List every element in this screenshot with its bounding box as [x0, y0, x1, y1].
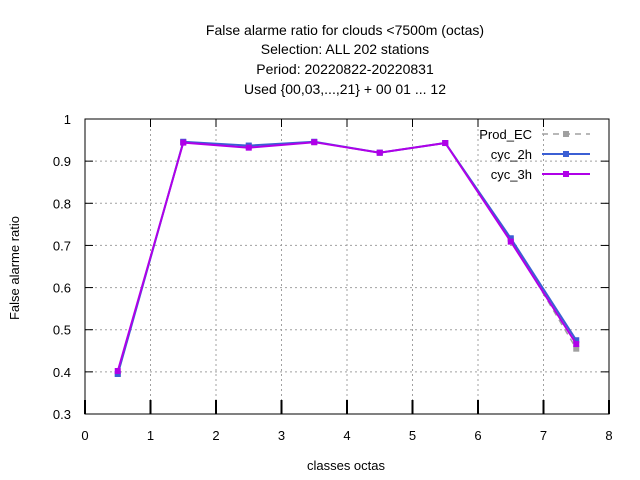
- title-line-2: Selection: ALL 202 stations: [261, 41, 429, 57]
- y-tick-label: 0.9: [53, 154, 71, 169]
- x-tick-label: 4: [343, 428, 350, 443]
- y-tick-label: 0.8: [53, 196, 71, 211]
- chart-title: False alarme ratio for clouds <7500m (oc…: [206, 22, 484, 97]
- series-layer: [114, 138, 580, 377]
- plot-frame: [84, 118, 610, 415]
- legend: Prod_EC cyc_2h cyc_3h: [479, 127, 590, 182]
- x-tick-label: 6: [474, 428, 481, 443]
- x-tick-label: 0: [81, 428, 88, 443]
- x-tick-label: 7: [540, 428, 547, 443]
- x-tick-label: 8: [605, 428, 612, 443]
- x-tick-label: 1: [147, 428, 154, 443]
- y-axis-label: False alarme ratio: [7, 216, 22, 320]
- data-point: [245, 144, 252, 151]
- data-point: [573, 337, 580, 344]
- legend-label: cyc_3h: [491, 167, 532, 182]
- legend-marker: [563, 131, 569, 137]
- series-cyc-3h: [114, 139, 580, 375]
- data-point: [573, 341, 580, 348]
- series-line-cyc-3h: [116, 141, 578, 372]
- data-point: [507, 238, 514, 245]
- data-point: [442, 140, 449, 147]
- x-tick-label: 2: [212, 428, 219, 443]
- legend-marker: [563, 151, 569, 157]
- data-point: [180, 139, 187, 146]
- y-tick-label: 0.7: [53, 238, 71, 253]
- title-line-1: False alarme ratio for clouds <7500m (oc…: [206, 22, 484, 38]
- legend-marker: [563, 171, 569, 177]
- y-tick-label: 0.4: [53, 365, 71, 380]
- data-point: [311, 139, 318, 146]
- data-point: [114, 368, 121, 375]
- title-line-4: Used {00,03,...,21} + 00 01 ... 12: [244, 81, 446, 97]
- data-point: [376, 149, 383, 156]
- data-point: [573, 345, 580, 352]
- x-tick-label: 5: [409, 428, 416, 443]
- x-axis-label: classes octas: [307, 458, 386, 473]
- y-tick-label: 0.3: [53, 407, 71, 422]
- y-tick-label: 1: [64, 112, 71, 127]
- y-tick-label: 0.5: [53, 323, 71, 338]
- data-point: [507, 235, 514, 242]
- legend-item-cyc-2h: cyc_2h: [491, 147, 590, 162]
- legend-label: Prod_EC: [479, 127, 532, 142]
- title-line-3: Period: 20220822-20220831: [256, 61, 434, 77]
- legend-item-cyc-3h: cyc_3h: [491, 167, 590, 182]
- legend-item-prod-ec: Prod_EC: [479, 127, 590, 142]
- axis-ticks: 0.3 0.4 0.5 0.6 0.7 0.8 0.9 1 0 1 2 3 4 5 6 7 8: [53, 112, 613, 443]
- y-tick-label: 0.6: [53, 281, 71, 296]
- legend-label: cyc_2h: [491, 147, 532, 162]
- x-tick-label: 3: [278, 428, 285, 443]
- grid: [85, 119, 609, 414]
